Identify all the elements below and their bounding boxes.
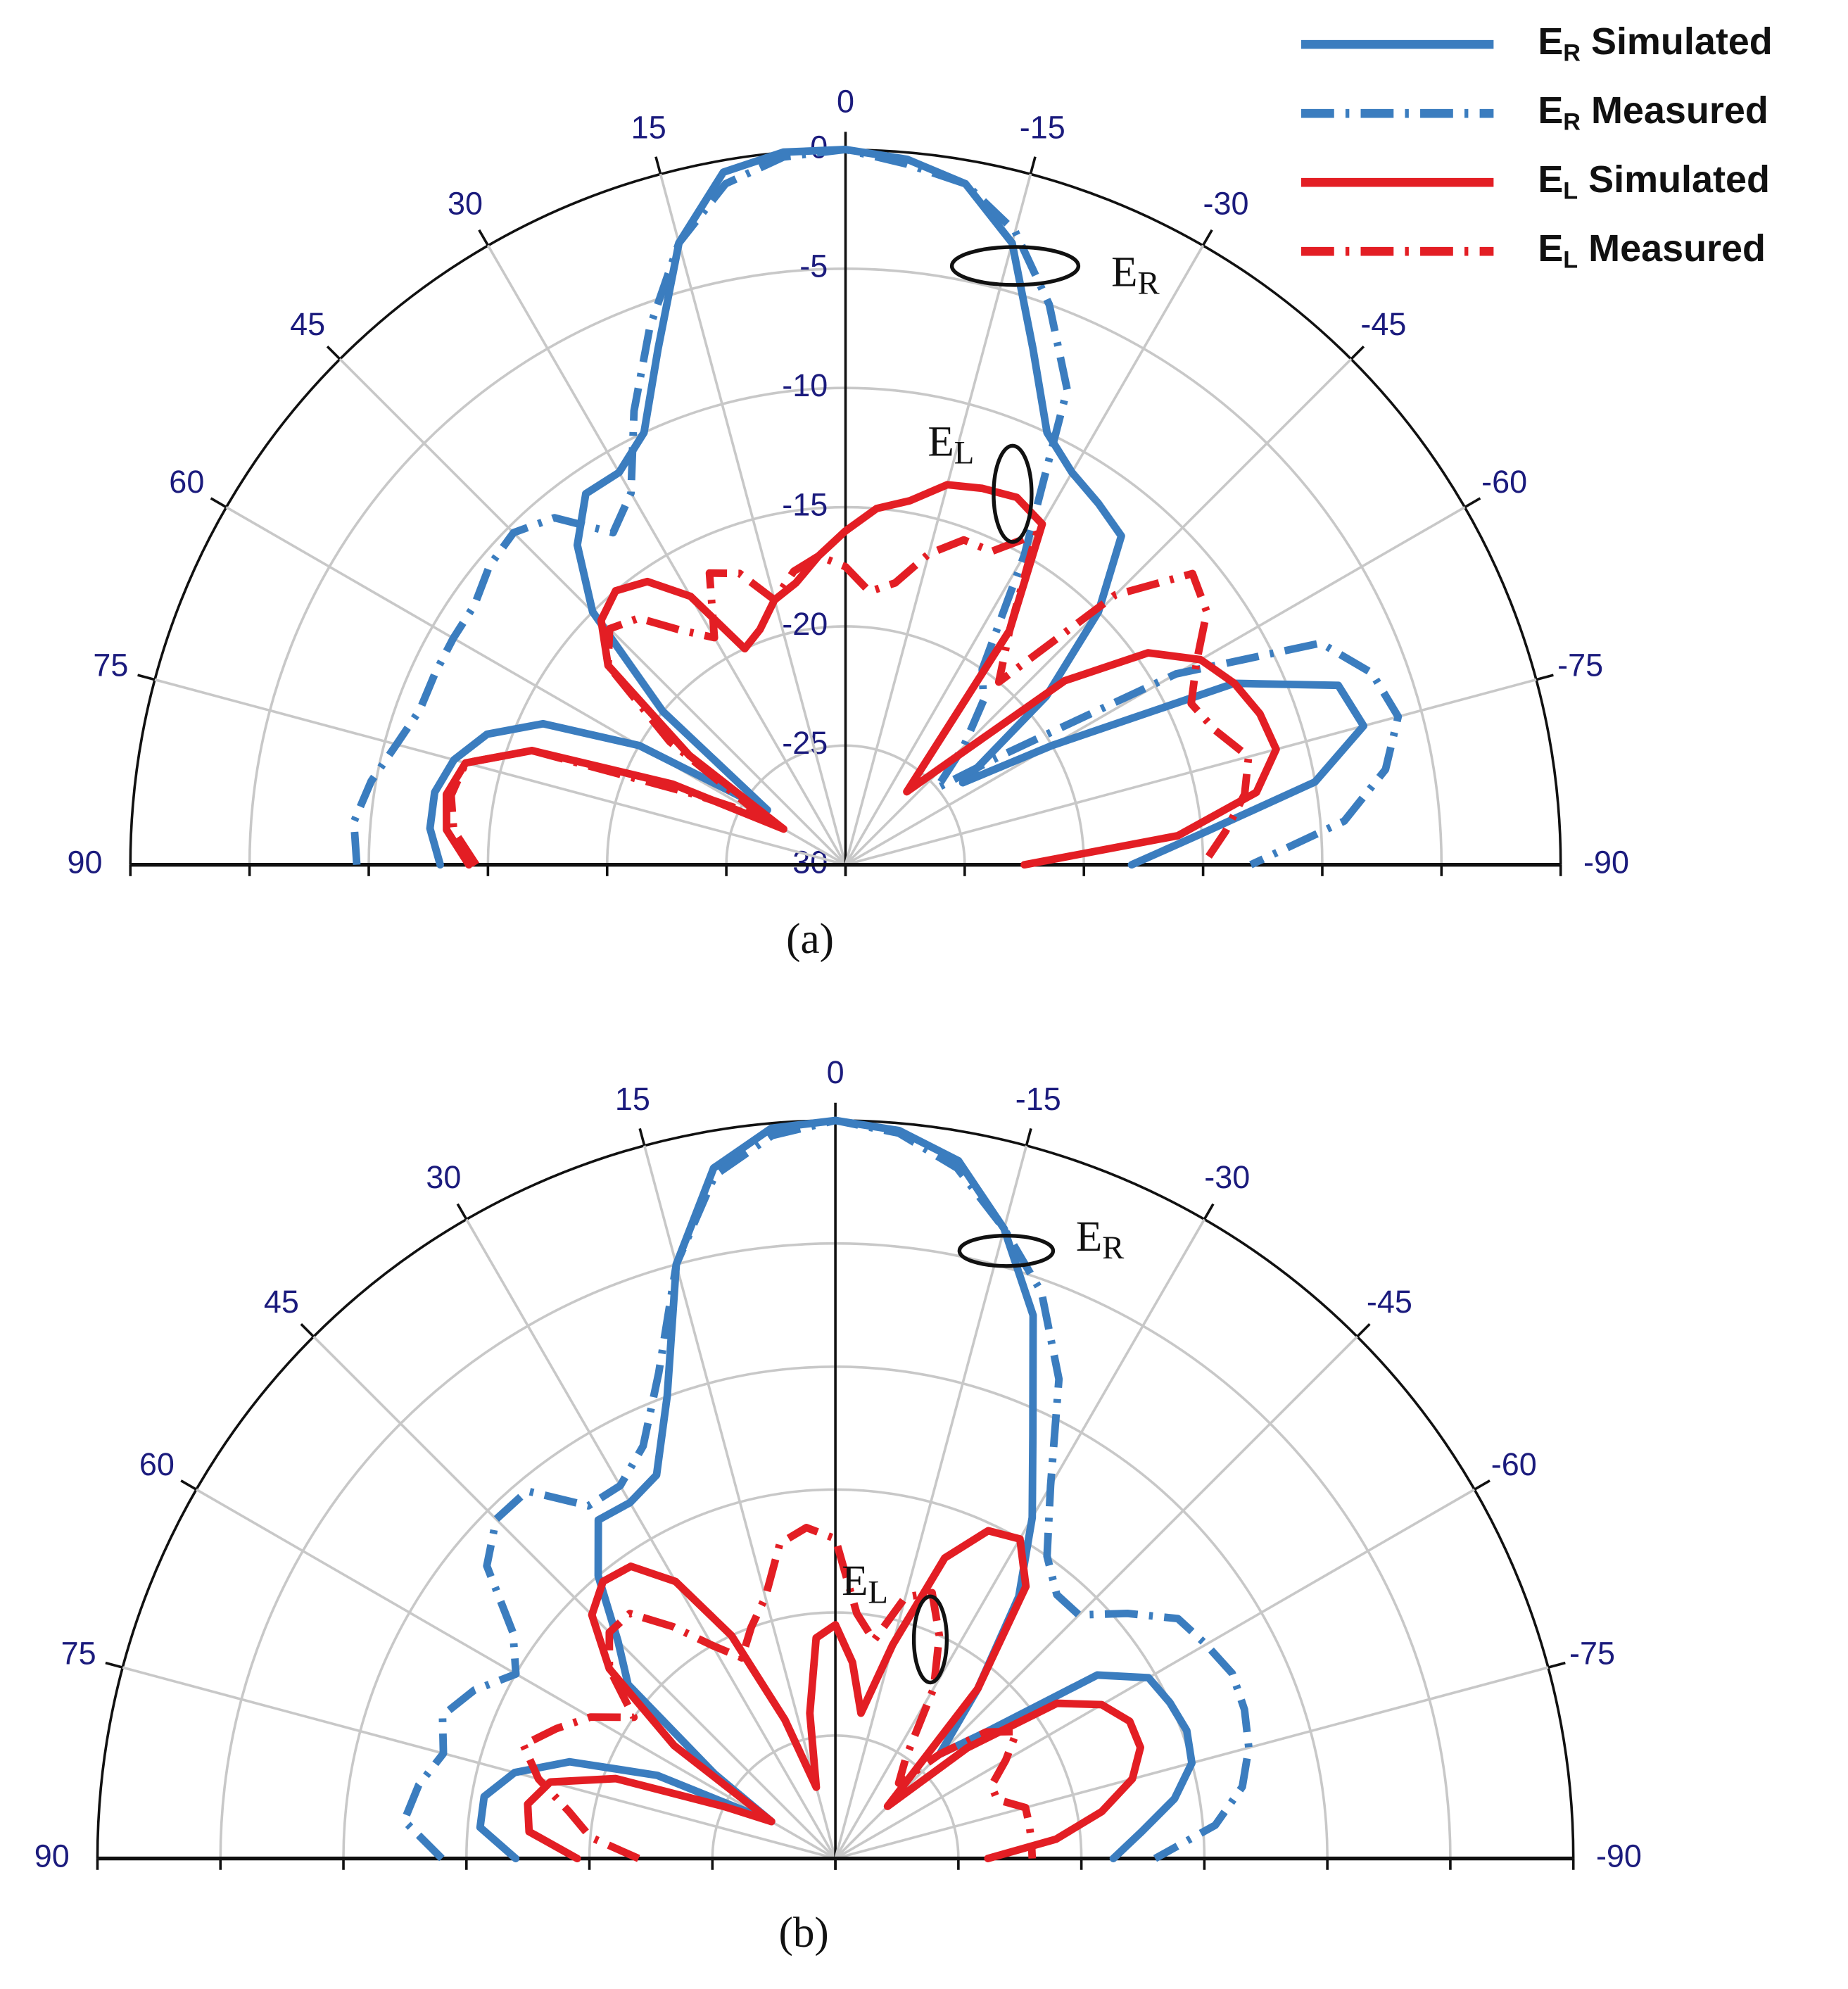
- annotation: ER: [1076, 1213, 1125, 1266]
- r-tick-label: -5: [799, 248, 828, 284]
- theta-tick-label: -15: [1020, 109, 1065, 145]
- annotation: EL: [928, 418, 974, 471]
- spoke: [844, 173, 1032, 866]
- spoke: [845, 678, 1537, 866]
- legend-label: ER Measured: [1538, 89, 1768, 135]
- theta-tick-mark: [1202, 229, 1213, 246]
- theta-tick-label: -60: [1491, 1446, 1537, 1482]
- r-tick-label: -25: [782, 725, 828, 761]
- theta-tick-mark: [137, 674, 156, 681]
- annotation: ER: [1111, 248, 1160, 301]
- r-tick-label: -10: [782, 367, 828, 403]
- theta-tick-label: -45: [1367, 1284, 1412, 1320]
- theta-tick-label: -60: [1481, 464, 1527, 500]
- theta-tick-label: -90: [1583, 845, 1629, 880]
- theta-tick-mark: [105, 1661, 123, 1669]
- spoke: [835, 1488, 1476, 1860]
- spoke: [465, 1218, 837, 1859]
- theta-tick-mark: [1025, 1128, 1032, 1147]
- annotation: EL: [842, 1558, 888, 1610]
- r-tick-label: -20: [782, 606, 828, 642]
- legend-label: ER Simulated: [1538, 20, 1772, 66]
- theta-tick-label: 15: [615, 1081, 650, 1117]
- spoke: [154, 678, 846, 866]
- theta-tick-label: 75: [61, 1635, 96, 1671]
- theta-tick-label: 0: [827, 1054, 844, 1090]
- theta-tick-mark: [210, 497, 227, 509]
- theta-tick-mark: [1474, 1479, 1491, 1491]
- theta-tick-mark: [1350, 345, 1365, 360]
- theta-tick-label: -90: [1596, 1838, 1642, 1874]
- theta-tick-label: 0: [837, 84, 854, 120]
- theta-tick-mark: [1536, 674, 1554, 681]
- theta-tick-mark: [1464, 497, 1481, 509]
- theta-tick-label: 60: [139, 1446, 175, 1482]
- series-line: [442, 481, 1280, 869]
- annotation-ellipse: [949, 245, 1081, 287]
- theta-tick-label: 45: [290, 306, 325, 342]
- spoke: [486, 244, 847, 866]
- panel-label: (b): [778, 1909, 828, 1957]
- theta-tick-label: -75: [1569, 1635, 1615, 1671]
- spoke: [659, 173, 847, 866]
- theta-tick-label: 30: [448, 185, 483, 221]
- series-line: [447, 530, 1253, 867]
- theta-tick-mark: [180, 1479, 197, 1491]
- series-line: [519, 1524, 1037, 1862]
- theta-tick-mark: [478, 229, 489, 246]
- theta-tick-label: -30: [1204, 1159, 1250, 1195]
- annotation-ellipse: [911, 1594, 949, 1685]
- theta-tick-mark: [654, 156, 662, 175]
- theta-tick-label: -45: [1360, 306, 1406, 342]
- theta-tick-mark: [300, 1323, 315, 1338]
- theta-tick-label: 15: [631, 109, 666, 145]
- theta-tick-label: -75: [1557, 648, 1603, 683]
- annotation-ellipse: [957, 1233, 1056, 1268]
- theta-tick-label: 90: [68, 845, 103, 880]
- theta-tick-mark: [456, 1203, 468, 1220]
- legend-label: EL Simulated: [1538, 158, 1770, 204]
- theta-tick-label: -15: [1015, 1081, 1061, 1117]
- spoke: [122, 1666, 836, 1860]
- theta-tick-label: 75: [93, 648, 128, 683]
- legend-label: EL Measured: [1538, 227, 1766, 273]
- spoke: [834, 1335, 1358, 1859]
- spoke: [312, 1335, 837, 1859]
- series-line: [350, 146, 1403, 869]
- theta-tick-label: -30: [1203, 185, 1248, 221]
- theta-tick-mark: [326, 345, 341, 360]
- series-line: [400, 1116, 1253, 1862]
- theta-tick-label: 90: [34, 1838, 70, 1874]
- r-tick-label: -15: [782, 486, 828, 522]
- theta-tick-label: 60: [169, 464, 204, 500]
- theta-tick-mark: [1356, 1323, 1371, 1338]
- theta-tick-mark: [1203, 1203, 1215, 1220]
- spoke: [844, 505, 1466, 866]
- series-line: [524, 1527, 1144, 1862]
- theta-tick-label: 30: [426, 1159, 461, 1195]
- theta-tick-mark: [1548, 1661, 1566, 1669]
- annotation-ellipse: [992, 443, 1034, 544]
- theta-tick-mark: [638, 1128, 646, 1147]
- spoke: [643, 1145, 837, 1859]
- theta-tick-label: 45: [264, 1284, 299, 1320]
- panel-label: (a): [786, 916, 834, 963]
- theta-tick-mark: [1029, 156, 1037, 175]
